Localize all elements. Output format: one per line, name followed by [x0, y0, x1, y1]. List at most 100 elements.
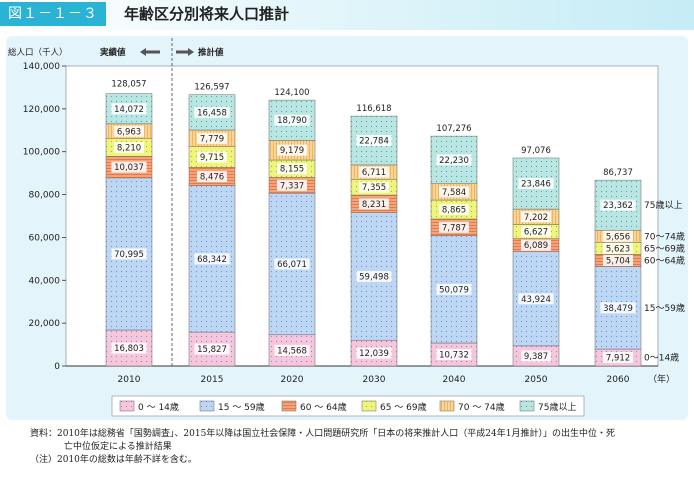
- legend-entry: 0 ～ 14歳: [138, 401, 179, 413]
- data-label: 8,210: [117, 144, 141, 154]
- data-label-bg: [111, 342, 147, 354]
- data-label-bg: [277, 144, 307, 156]
- figure-title: 年齢区分別将来人口推計: [124, 5, 290, 23]
- data-label: 7,787: [442, 223, 466, 233]
- data-label-bg: [197, 132, 227, 144]
- data-label: 6,963: [117, 127, 141, 137]
- data-label-bg: [356, 135, 392, 147]
- series-side-label: 0～14歳: [644, 352, 679, 364]
- data-label-bg: [600, 302, 636, 314]
- y-tick-label: 0: [54, 362, 60, 372]
- total-label: 107,276: [436, 124, 471, 134]
- y-tick-label: 140,000: [23, 62, 60, 72]
- data-label: 50,079: [439, 285, 469, 295]
- data-label: 8,231: [362, 200, 386, 210]
- data-label: 5,704: [606, 256, 630, 266]
- data-label-bg: [603, 352, 633, 364]
- data-label-bg: [521, 226, 551, 238]
- data-label: 9,387: [524, 352, 548, 362]
- arrow-left-icon: [140, 48, 160, 56]
- legend-swatch-pattern: [440, 401, 454, 411]
- y-tick-label: 120,000: [23, 105, 60, 115]
- data-label-bg: [603, 230, 633, 242]
- y-tick-label: 80,000: [29, 191, 61, 201]
- notes: 資料：2010年は総務省「国勢調査」、2015年以降は国立社会保障・人口問題研究…: [30, 428, 680, 467]
- data-label: 7,584: [442, 188, 466, 198]
- total-label: 97,076: [521, 146, 551, 156]
- x-tick-label: 2050: [525, 375, 548, 385]
- data-label: 43,924: [521, 295, 551, 305]
- data-label: 22,230: [439, 156, 469, 166]
- data-label: 9,715: [200, 153, 224, 163]
- data-label: 59,498: [359, 272, 389, 282]
- data-label-bg: [521, 239, 551, 251]
- data-label-bg: [114, 125, 144, 137]
- data-label: 9,179: [280, 146, 304, 156]
- source-note-line1: 資料：2010年は総務省「国勢調査」、2015年以降は国立社会保障・人口問題研究…: [30, 429, 615, 439]
- data-label-bg: [359, 181, 389, 193]
- data-label: 8,865: [442, 206, 466, 216]
- data-label: 10,037: [114, 163, 144, 173]
- legend: 0 ～ 14歳 15 ～ 59歳 60 ～ 64歳 65 ～ 69歳 70 ～ 74歳 7…: [111, 395, 585, 417]
- data-label: 5,623: [606, 244, 630, 254]
- data-label-bg: [194, 253, 230, 265]
- data-label-bg: [274, 114, 310, 126]
- stacked-bar-chart: 総人口（千人） 実績値 推計値 （年） 0 20,000 40,000 60,000 8…: [8, 38, 685, 417]
- data-label-bg: [111, 248, 147, 260]
- data-label: 70,995: [114, 250, 144, 260]
- x-tick-label: 2040: [443, 375, 466, 385]
- data-label-bg: [518, 178, 554, 190]
- data-label: 7,355: [362, 183, 386, 193]
- data-label-bg: [274, 258, 310, 270]
- data-label: 38,479: [603, 304, 633, 314]
- data-label-bg: [600, 199, 636, 211]
- y-axis-label: 総人口（千人）: [8, 47, 68, 58]
- x-axis-unit: （年）: [648, 373, 675, 385]
- legend-swatch-pattern: [362, 401, 376, 411]
- data-label-bg: [436, 154, 472, 166]
- total-label: 126,597: [194, 83, 229, 93]
- data-label: 23,846: [521, 180, 551, 190]
- data-label-bg: [436, 283, 472, 295]
- data-label: 7,202: [524, 213, 548, 223]
- data-label: 18,790: [277, 116, 307, 126]
- total-label: 116,618: [356, 104, 391, 114]
- y-axis-ticks: 0 20,000 40,000 60,000 80,000 100,000 120,000 1…: [23, 62, 66, 372]
- data-label: 23,362: [603, 201, 633, 211]
- data-label-bg: [356, 347, 392, 359]
- data-label-bg: [603, 242, 633, 254]
- data-label-bg: [197, 171, 227, 183]
- data-label: 14,568: [277, 346, 307, 356]
- data-label-bg: [277, 179, 307, 191]
- total-label: 124,100: [274, 88, 309, 98]
- legend-swatch-pattern: [200, 401, 214, 411]
- y-tick-label: 100,000: [23, 148, 60, 158]
- data-label-bg: [436, 349, 472, 361]
- data-label: 66,071: [277, 260, 307, 270]
- data-label: 6,627: [524, 228, 548, 238]
- data-label-bg: [521, 211, 551, 223]
- data-label-bg: [194, 106, 230, 118]
- data-label: 6,711: [362, 168, 386, 178]
- total-label: 128,057: [111, 80, 146, 90]
- data-label-bg: [439, 221, 469, 233]
- actual-label: 実績値: [100, 47, 126, 58]
- data-label: 8,155: [280, 165, 304, 175]
- data-label: 14,072: [114, 105, 144, 115]
- legend-entry: 75歳以上: [538, 401, 576, 413]
- data-label-bg: [197, 151, 227, 163]
- footnote: （注）2010年の総数は年齢不詳を含む。: [30, 455, 197, 465]
- series-side-label: 60～64歳: [644, 254, 685, 266]
- data-label: 22,784: [359, 137, 389, 147]
- data-label: 7,912: [606, 354, 630, 364]
- data-label-bg: [521, 350, 551, 362]
- data-label-bg: [439, 186, 469, 198]
- figure-header: 図１－１－３ 年齢区分別将来人口推計: [0, 0, 694, 30]
- legend-entry: 15 ～ 59歳: [218, 401, 265, 413]
- data-label-bg: [603, 254, 633, 266]
- data-label-bg: [111, 161, 147, 173]
- x-tick-label: 2015: [201, 375, 224, 385]
- data-label: 12,039: [359, 349, 389, 359]
- data-label-bg: [277, 163, 307, 175]
- data-label-bg: [359, 166, 389, 178]
